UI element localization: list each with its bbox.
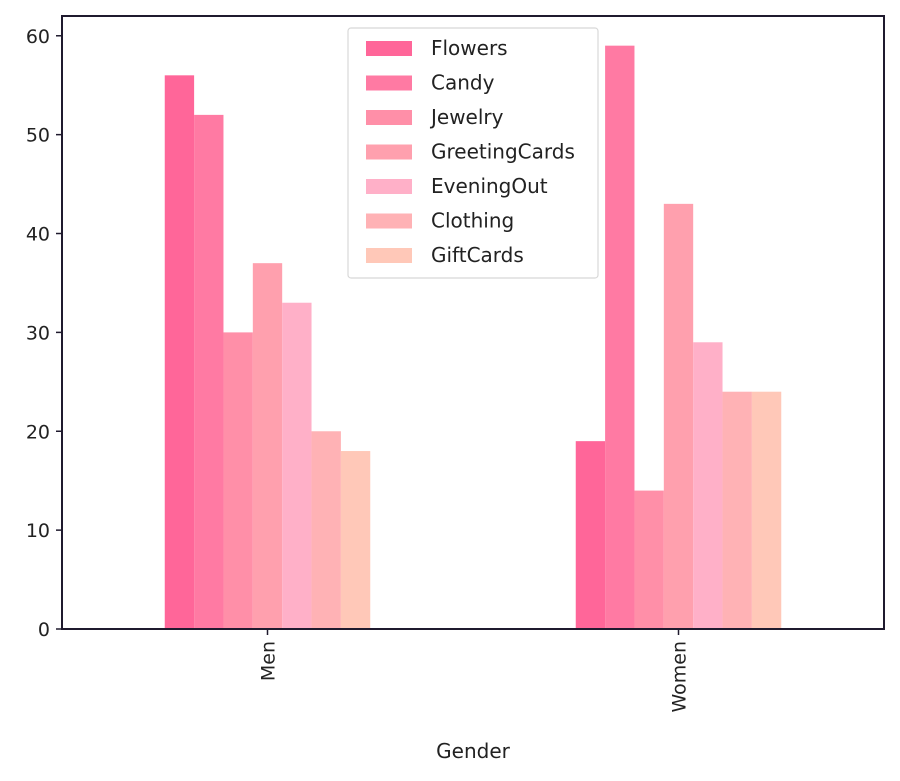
bar-men-flowers [164,75,195,630]
legend-swatch-eveningout [366,179,412,194]
y-tick-label: 30 [26,322,50,344]
legend-label-flowers: Flowers [431,36,508,60]
bar-women-eveningout [693,342,723,629]
y-tick-label: 60 [26,26,50,48]
x-axis-label: Gender [436,739,510,763]
bar-men-jewelry [223,332,253,629]
bars-group [164,45,782,630]
bar-women-greetingcards [663,203,694,629]
legend-swatch-flowers [366,41,412,56]
legend-swatch-jewelry [366,110,412,125]
bar-men-candy [194,114,224,629]
bar-women-clothing [722,391,752,629]
axes-frame [61,15,885,630]
y-axis: 0 10 20 30 40 50 60 [26,26,62,641]
legend-label-greetingcards: GreetingCards [431,140,575,164]
y-tick-label: 40 [26,224,50,246]
y-tick-label: 20 [26,421,50,443]
bar-men-clothing [311,431,341,629]
legend-label-eveningout: EveningOut [431,174,548,198]
y-tick-label: 0 [38,619,50,641]
bar-women-flowers [575,441,606,629]
x-axis: Men Women [258,629,691,713]
bar-men-eveningout [282,302,312,629]
legend-label-jewelry: Jewelry [429,105,504,129]
bar-men-greetingcards [252,263,283,629]
x-tick-label: Women [669,641,691,713]
bar-women-candy [605,45,635,629]
x-tick-label: Men [258,641,280,681]
legend: Flowers Candy Jewelry GreetingCards EveningO… [347,27,599,279]
legend-label-giftcards: GiftCards [431,243,524,267]
bar-women-jewelry [634,490,664,629]
bar-men-giftcards [340,451,371,629]
legend-swatch-greetingcards [366,144,412,160]
legend-swatch-clothing [366,213,412,229]
legend-label-clothing: Clothing [431,209,514,233]
legend-swatch-candy [366,75,412,91]
bar-women-giftcards [751,391,782,629]
y-tick-label: 50 [26,125,50,147]
legend-swatch-giftcards [366,248,412,263]
legend-label-candy: Candy [431,71,495,95]
y-tick-label: 10 [26,520,50,542]
